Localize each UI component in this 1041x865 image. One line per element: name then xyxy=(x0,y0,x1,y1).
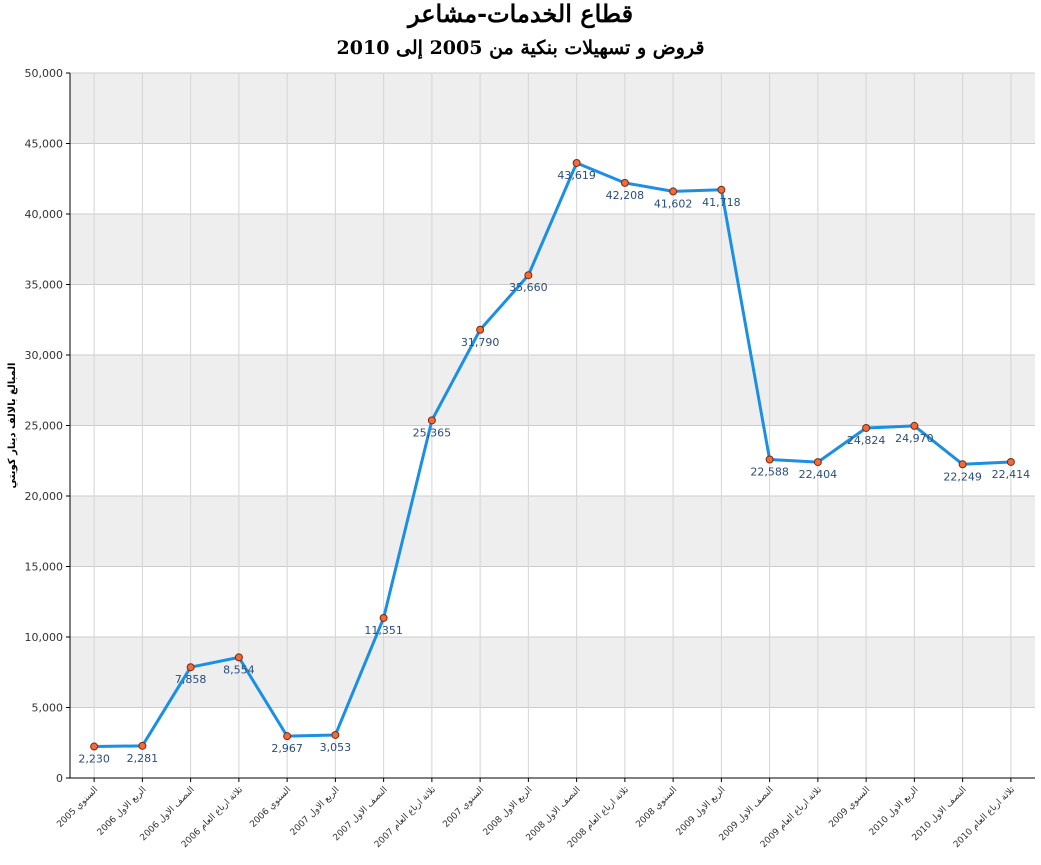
y-axis-title: المبالغ بالالف دينار كويتي xyxy=(7,363,18,489)
data-point xyxy=(572,158,581,167)
data-point xyxy=(186,663,195,672)
data-point xyxy=(813,458,822,467)
data-point xyxy=(427,416,436,425)
x-tick-label: الربع الاول 2009 xyxy=(675,785,728,838)
y-tick-label: 40,000 xyxy=(25,208,64,221)
data-label: 2,281 xyxy=(127,752,159,765)
data-label: 25,365 xyxy=(413,426,452,439)
x-tick-label: الربع الاول 2010 xyxy=(868,785,921,838)
data-point xyxy=(620,178,629,187)
data-point xyxy=(669,187,678,196)
x-tick-label: الربع الاول 2006 xyxy=(96,785,149,838)
x-tick-label: السنوي 2006 xyxy=(248,785,293,830)
data-label: 43,619 xyxy=(557,169,596,182)
data-label: 22,414 xyxy=(992,468,1031,481)
y-tick-label: 15,000 xyxy=(25,561,64,574)
x-tick-label: السنوي 2007 xyxy=(441,785,486,830)
grid-band xyxy=(70,355,1035,426)
data-point xyxy=(765,455,774,464)
data-point xyxy=(283,732,292,741)
data-point xyxy=(90,742,99,751)
data-label: 24,970 xyxy=(895,432,934,445)
y-tick-label: 25,000 xyxy=(25,420,64,433)
data-label: 31,790 xyxy=(461,336,500,349)
data-label: 11,351 xyxy=(364,624,403,637)
data-label: 24,824 xyxy=(847,434,886,447)
data-point xyxy=(958,460,967,469)
x-tick-label: السنوي 2009 xyxy=(827,785,872,830)
data-point xyxy=(862,423,871,432)
data-point xyxy=(234,653,243,662)
grid-band xyxy=(70,73,1035,144)
y-tick-label: 10,000 xyxy=(25,631,64,644)
data-label: 22,588 xyxy=(750,466,789,479)
data-point xyxy=(717,185,726,194)
data-label: 2,967 xyxy=(271,742,303,755)
data-label: 8,554 xyxy=(223,663,255,676)
data-label: 22,249 xyxy=(943,470,982,483)
data-point xyxy=(379,613,388,622)
y-tick-label: 30,000 xyxy=(25,349,64,362)
y-tick-label: 45,000 xyxy=(25,138,64,151)
data-label: 41,718 xyxy=(702,196,741,209)
data-point xyxy=(910,421,919,430)
chart-subtitle: قروض و تسهيلات بنكية من 2005 إلى 2010 xyxy=(336,37,705,59)
x-tick-label: الربع الاول 2008 xyxy=(482,785,535,838)
data-label: 22,404 xyxy=(799,468,838,481)
data-point xyxy=(331,730,340,739)
y-tick-label: 0 xyxy=(56,772,63,785)
data-label: 42,208 xyxy=(606,189,645,202)
y-tick-label: 5,000 xyxy=(32,702,64,715)
data-point xyxy=(138,741,147,750)
data-label: 3,053 xyxy=(320,741,352,754)
chart-title: قطاع الخدمات-مشاعر xyxy=(407,0,634,28)
y-tick-label: 20,000 xyxy=(25,490,64,503)
grid-band xyxy=(70,637,1035,708)
grid-band xyxy=(70,214,1035,285)
x-tick-label: السنوي 2005 xyxy=(55,785,100,830)
series-line xyxy=(94,161,1011,749)
y-tick-label: 50,000 xyxy=(25,67,64,80)
x-tick-label: السنوي 2008 xyxy=(634,785,679,830)
data-point xyxy=(476,325,485,334)
data-label: 2,230 xyxy=(78,753,110,766)
data-point xyxy=(1006,457,1015,466)
data-label: 35,660 xyxy=(509,281,548,294)
data-label: 7,858 xyxy=(175,673,207,686)
y-tick-label: 35,000 xyxy=(25,279,64,292)
grid-band xyxy=(70,496,1035,567)
data-label: 41,602 xyxy=(654,197,693,210)
data-point xyxy=(524,271,533,280)
x-tick-label: الربع الاول 2007 xyxy=(289,785,342,838)
